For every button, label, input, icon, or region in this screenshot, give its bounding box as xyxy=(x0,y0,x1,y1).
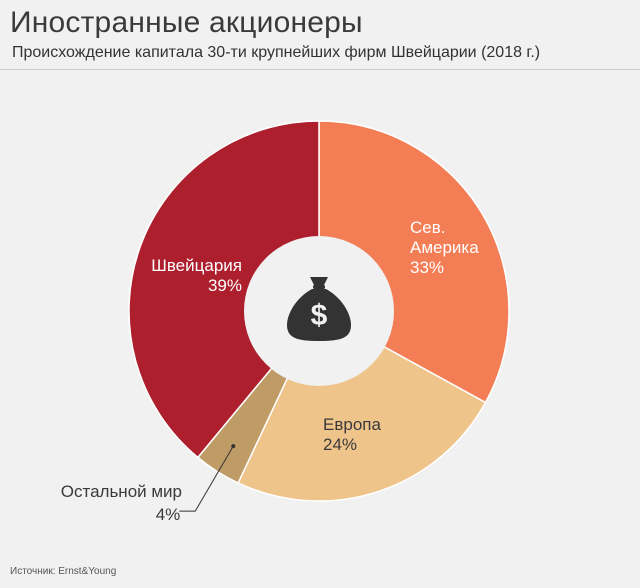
chart-subtitle: Происхождение капитала 30-ти крупнейших … xyxy=(12,44,541,61)
slice-label: Швейцария xyxy=(151,256,242,275)
leader-line xyxy=(179,445,234,512)
slice-value-label: 39% xyxy=(208,276,242,295)
slice-label: Европа xyxy=(323,415,381,434)
slice-label: Остальной мир xyxy=(61,482,182,501)
header-divider xyxy=(0,69,640,70)
svg-text:$: $ xyxy=(311,299,328,332)
slice-label: Сев. xyxy=(410,218,446,237)
slice-value-label: 4% xyxy=(156,505,181,524)
slice-label: Америка xyxy=(410,238,479,257)
leader-dot xyxy=(231,444,236,449)
chart-title: Иностранные акционеры xyxy=(10,6,363,39)
slice-value-label: 33% xyxy=(410,258,444,277)
slice-швейцария xyxy=(128,120,320,459)
source-note: Источник: Ernst&Young xyxy=(10,566,117,577)
money-bag-icon: $ xyxy=(287,277,351,341)
slice-value-label: 24% xyxy=(323,435,357,454)
